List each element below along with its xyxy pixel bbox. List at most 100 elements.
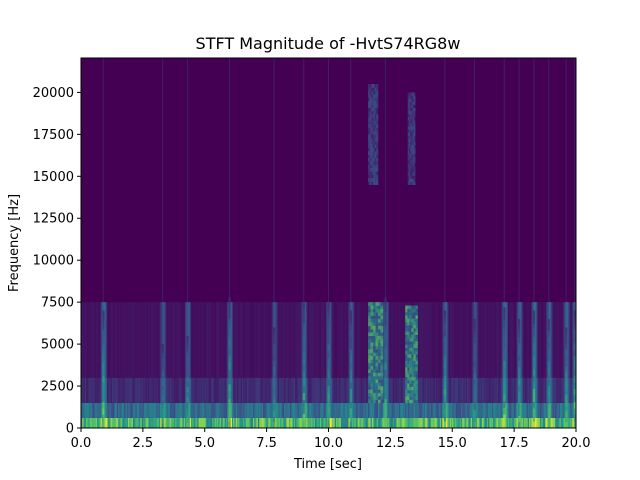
band-cell xyxy=(156,417,159,428)
onset-streak xyxy=(547,373,550,380)
harmonic-cell xyxy=(373,369,376,373)
harmonic-cell xyxy=(376,171,379,175)
onset-streak xyxy=(161,376,164,382)
band-cell xyxy=(235,302,238,378)
band-cell xyxy=(464,302,467,378)
band-cell xyxy=(400,377,402,403)
harmonic-cell xyxy=(407,334,410,339)
band-cell xyxy=(197,302,199,378)
band-cell xyxy=(105,377,108,403)
band-cell xyxy=(368,402,370,418)
band-cell xyxy=(494,302,496,378)
band-cell xyxy=(168,377,171,403)
onset-streak xyxy=(503,334,506,341)
harmonic-cell xyxy=(378,369,381,373)
harmonic-cell xyxy=(373,312,376,316)
harmonic-cell xyxy=(415,393,418,397)
band-cell xyxy=(142,402,145,418)
band-cell xyxy=(92,417,94,428)
band-cell xyxy=(470,377,473,403)
onset-streak xyxy=(186,376,189,382)
band-cell xyxy=(283,402,286,418)
band-cell xyxy=(270,417,272,428)
harmonic-cell xyxy=(371,177,374,182)
harmonic-cell xyxy=(368,328,371,333)
onset-streak xyxy=(102,343,105,350)
band-cell xyxy=(160,402,162,418)
band-cell xyxy=(104,417,107,428)
onset-streak xyxy=(532,349,536,357)
onset-high-streak xyxy=(350,58,352,311)
band-cell xyxy=(118,417,120,428)
band-cell xyxy=(399,302,401,378)
band-cell xyxy=(448,417,451,428)
band-cell xyxy=(541,302,543,378)
band-cell xyxy=(571,377,573,403)
harmonic-cell xyxy=(407,331,410,336)
band-cell xyxy=(572,402,574,418)
harmonic-cell xyxy=(410,157,412,161)
band-cell xyxy=(428,377,431,403)
band-cell xyxy=(279,302,281,378)
harmonic-cell xyxy=(375,386,379,390)
band-cell xyxy=(163,402,166,418)
band-cell xyxy=(510,302,513,378)
band-cell xyxy=(83,302,86,378)
band-cell xyxy=(403,302,406,378)
band-cell xyxy=(462,377,464,403)
harmonic-cell xyxy=(373,359,376,363)
band-cell xyxy=(243,377,245,403)
harmonic-cell xyxy=(369,97,372,102)
band-cell xyxy=(455,377,458,403)
band-cell xyxy=(344,302,347,378)
harmonic-cell xyxy=(373,315,376,320)
band-cell xyxy=(170,402,172,418)
band-cell xyxy=(542,402,545,418)
band-cell xyxy=(324,417,327,428)
band-cell xyxy=(145,302,147,378)
band-cell xyxy=(217,302,219,378)
harmonic-cell xyxy=(409,337,412,342)
harmonic-cell xyxy=(378,302,381,306)
band-cell xyxy=(337,417,339,428)
band-cell xyxy=(100,402,103,418)
x-tick-label: 20.0 xyxy=(562,436,591,451)
onset-streak xyxy=(161,358,164,363)
band-cell xyxy=(314,377,317,403)
band-cell xyxy=(140,402,143,418)
band-cell xyxy=(172,417,175,428)
x-tick-label: 7.5 xyxy=(256,436,277,451)
band-cell xyxy=(431,377,433,403)
chart-title: STFT Magnitude of -HvtS74RG8w xyxy=(196,34,461,53)
band-cell xyxy=(337,302,339,378)
band-cell xyxy=(180,302,182,378)
harmonic-cell xyxy=(407,357,410,361)
band-cell xyxy=(238,417,240,428)
band-cell xyxy=(287,417,290,428)
band-cell xyxy=(400,417,402,428)
band-cell xyxy=(485,302,488,378)
harmonic-cell xyxy=(413,163,416,167)
band-cell xyxy=(165,302,167,378)
band-cell xyxy=(447,417,449,428)
band-cell xyxy=(363,417,365,428)
band-cell xyxy=(215,377,218,403)
harmonic-cell xyxy=(407,350,410,355)
harmonic-cell xyxy=(407,123,410,127)
band-cell xyxy=(139,417,141,428)
band-cell xyxy=(145,417,147,428)
band-cell xyxy=(355,377,358,403)
onset-streak xyxy=(565,338,568,345)
band-cell xyxy=(224,402,227,418)
band-cell xyxy=(496,377,499,403)
band-cell xyxy=(196,417,198,428)
band-cell xyxy=(125,377,128,403)
band-cell xyxy=(142,377,145,403)
harmonic-cell xyxy=(409,399,412,404)
band-cell xyxy=(104,402,107,418)
band-cell xyxy=(402,417,405,428)
onset-streak xyxy=(503,320,506,328)
harmonic-cell xyxy=(411,350,414,355)
band-cell xyxy=(98,417,100,428)
onset-streak xyxy=(349,401,352,409)
